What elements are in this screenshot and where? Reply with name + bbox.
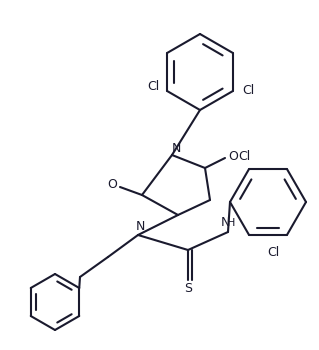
Text: N: N [135, 220, 145, 233]
Text: H: H [227, 218, 235, 228]
Text: Cl: Cl [242, 84, 254, 98]
Text: S: S [184, 282, 192, 295]
Text: O: O [107, 178, 117, 191]
Text: N: N [171, 141, 181, 154]
Text: Cl: Cl [238, 149, 250, 163]
Text: Cl: Cl [147, 80, 159, 93]
Text: O: O [228, 149, 238, 162]
Text: Cl: Cl [267, 245, 279, 259]
Text: N: N [220, 217, 230, 230]
